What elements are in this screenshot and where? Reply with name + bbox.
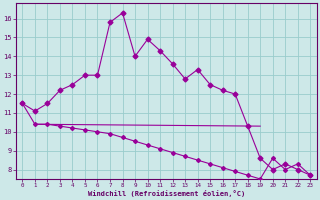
X-axis label: Windchill (Refroidissement éolien,°C): Windchill (Refroidissement éolien,°C) [88,190,245,197]
